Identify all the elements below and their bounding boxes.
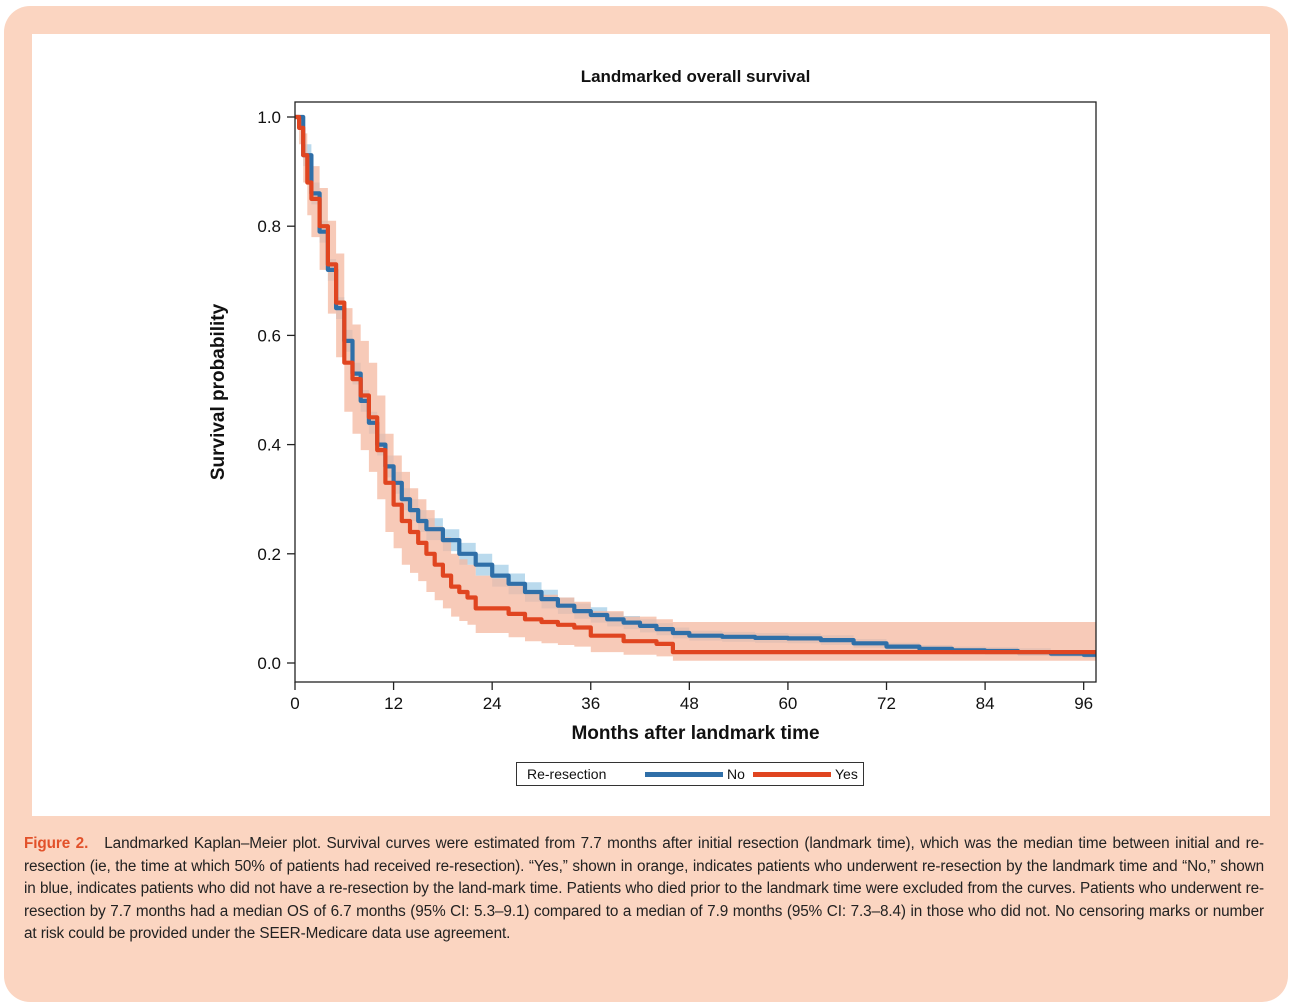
legend: Re-resection No Yes [516, 762, 864, 786]
ci-band-no [295, 117, 1096, 660]
y-tick-label: 0.0 [257, 654, 281, 673]
x-tick-label: 84 [976, 694, 995, 713]
y-tick-label: 0.4 [257, 436, 281, 455]
x-tick-label: 12 [384, 694, 403, 713]
y-tick-label: 1.0 [257, 108, 281, 127]
x-tick-label: 72 [877, 694, 896, 713]
legend-swatch-no [645, 772, 723, 777]
chart-title: Landmarked overall survival [581, 67, 811, 86]
legend-label-yes: Yes [835, 766, 858, 782]
y-tick-label: 0.6 [257, 326, 281, 345]
x-axis-label: Months after landmark time [571, 723, 819, 744]
legend-label-no: No [727, 766, 745, 782]
figure-caption: Figure 2. Landmarked Kaplan–Meier plot. S… [24, 833, 1264, 946]
x-tick-label: 36 [581, 694, 600, 713]
legend-title: Re-resection [527, 766, 607, 782]
x-tick-label: 24 [483, 694, 502, 713]
figure-frame: 0 12 24 36 48 60 72 84 96 0.0 0.2 0.4 0.6 0.8 1.0 Landm… [4, 6, 1288, 1002]
km-chart: 0 12 24 36 48 60 72 84 96 0.0 0.2 0.4 0.6 0.8 1.0 Landm… [208, 67, 1097, 744]
y-axis-label: Survival probability [208, 303, 229, 480]
y-tick-label: 0.2 [257, 545, 281, 564]
survival-curve-no [295, 114, 1096, 657]
legend-swatch-yes [753, 772, 831, 777]
x-tick-label: 96 [1074, 694, 1093, 713]
y-tick-label: 0.8 [257, 217, 281, 236]
caption-text: Landmarked Kaplan–Meier plot. Survival c… [24, 835, 1264, 942]
caption-label: Figure 2. [24, 835, 89, 852]
figure-panel: 0 12 24 36 48 60 72 84 96 0.0 0.2 0.4 0.6 0.8 1.0 Landm… [32, 34, 1270, 816]
survival-curve-yes [295, 114, 1096, 655]
x-tick-label: 48 [680, 694, 699, 713]
plot-frame [294, 101, 1097, 683]
x-tick-label: 60 [778, 694, 797, 713]
x-tick-label: 0 [290, 694, 299, 713]
ci-band-yes [295, 117, 1096, 661]
